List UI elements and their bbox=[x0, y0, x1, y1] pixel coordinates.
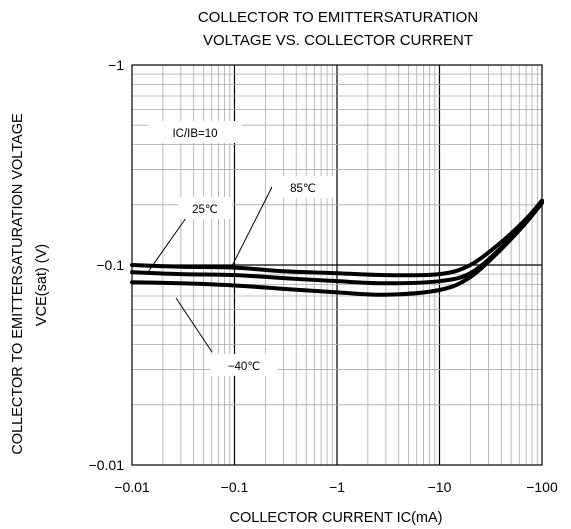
x-tick-label: −0.01 bbox=[114, 479, 150, 495]
series-label-minus40c: −40℃ bbox=[228, 361, 261, 373]
condition-annotation: IC/IB=10 bbox=[148, 121, 242, 143]
series-line-2 bbox=[130, 201, 544, 297]
y-axis-label-line-1: COLLECTOR TO EMITTERSATURATION VOLTAGE bbox=[10, 113, 26, 455]
x-tick-label: −10 bbox=[428, 479, 452, 495]
annotation-85c: 85℃ bbox=[231, 176, 334, 267]
annotation-25c: 25℃ bbox=[147, 197, 232, 273]
annotation-minus40c: −40℃ bbox=[175, 297, 278, 376]
x-tick-label: −1 bbox=[329, 479, 345, 495]
tick-labels: −0.01 −0.1 −1 −10 −100 −0.01 −0.1 −1 bbox=[89, 57, 558, 495]
y-tick-label: −0.01 bbox=[89, 457, 125, 473]
y-axis-label-line-2: VCE(sat) (V) bbox=[34, 244, 50, 326]
plot-frame bbox=[131, 64, 543, 466]
series-label-85c: 85℃ bbox=[290, 183, 316, 195]
x-tick-label: −100 bbox=[526, 479, 558, 495]
condition-label: IC/IB=10 bbox=[172, 128, 217, 140]
series-lines bbox=[130, 198, 544, 297]
y-tick-label: −1 bbox=[108, 57, 124, 73]
series-line-0 bbox=[130, 198, 544, 278]
x-tick-label: −0.1 bbox=[221, 479, 249, 495]
chart-title-line-2: VOLTAGE VS. COLLECTOR CURRENT bbox=[203, 32, 473, 49]
y-tick-label: −0.1 bbox=[96, 257, 124, 273]
series-label-25c: 25℃ bbox=[192, 204, 218, 216]
x-axis-label: COLLECTOR CURRENT IC(mA) bbox=[230, 510, 443, 526]
chart-title-line-1: COLLECTOR TO EMITTERSATURATION bbox=[198, 9, 478, 26]
